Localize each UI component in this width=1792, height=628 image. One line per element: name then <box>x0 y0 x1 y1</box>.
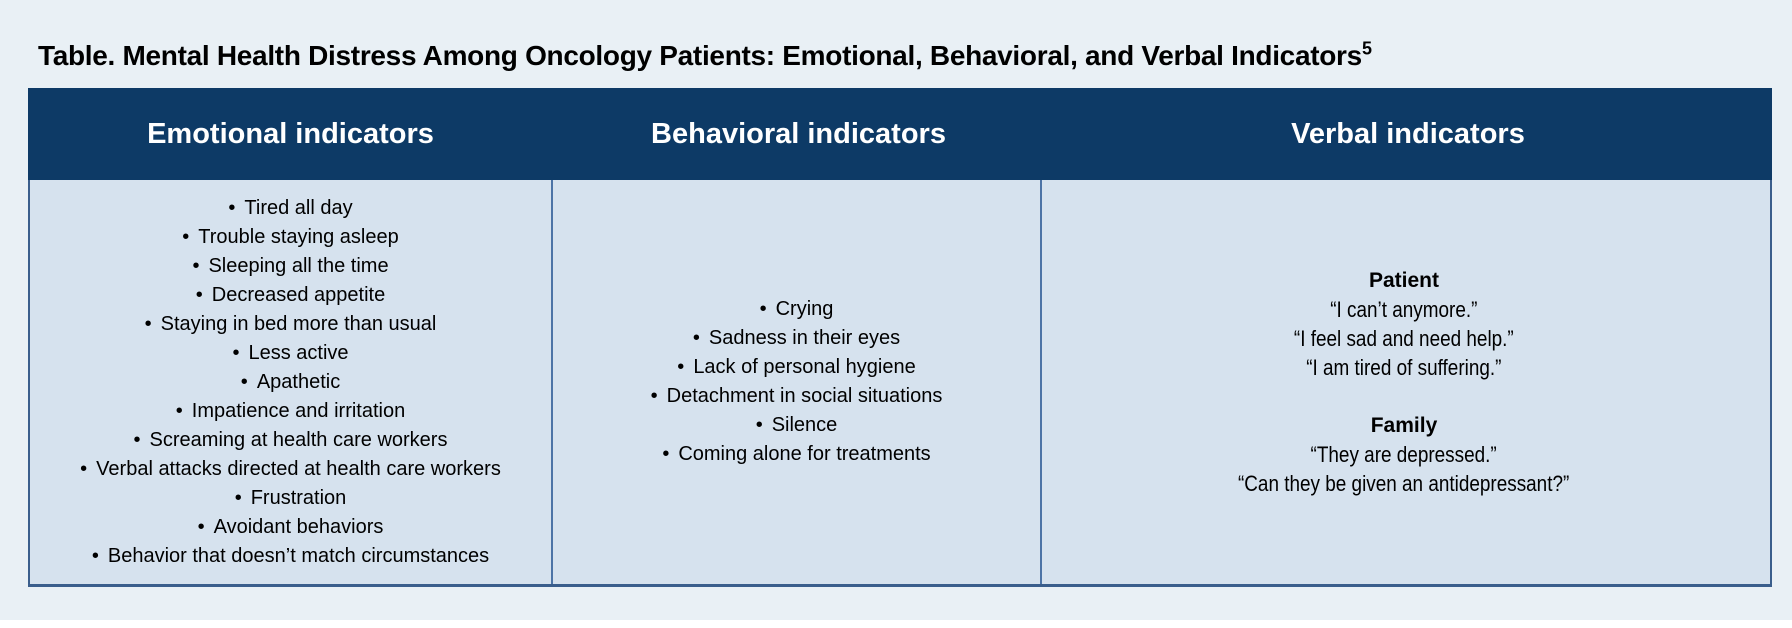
behavioral-indicator-item: Detachment in social situations <box>651 382 943 411</box>
indicators-table: Emotional indicators Behavioral indicato… <box>28 88 1772 587</box>
emotional-indicators-cell: Tired all dayTrouble staying asleepSleep… <box>30 180 553 584</box>
table-header-row: Emotional indicators Behavioral indicato… <box>28 88 1772 180</box>
emotional-indicator-item: Frustration <box>235 484 347 513</box>
patient-quotes-group: Patient “I can’t anymore.” “I feel sad an… <box>1276 266 1532 382</box>
column-header-verbal: Verbal indicators <box>1291 117 1525 150</box>
family-quote-line: “Can they be given an antidepressant?” <box>1238 471 1570 496</box>
patient-quote-line: “I can’t anymore.” <box>1330 297 1478 322</box>
table-title-text: Table. Mental Health Distress Among Onco… <box>38 40 1362 71</box>
behavioral-indicators-cell: CryingSadness in their eyesLack of perso… <box>553 180 1042 584</box>
verbal-indicators-cell: Patient “I can’t anymore.” “I feel sad an… <box>1042 180 1766 584</box>
emotional-indicator-item: Tired all day <box>228 194 352 223</box>
column-header-behavioral: Behavioral indicators <box>651 117 946 150</box>
behavioral-indicator-item: Sadness in their eyes <box>693 324 900 353</box>
behavioral-indicator-item: Lack of personal hygiene <box>677 353 915 382</box>
patient-quotes-list: “I can’t anymore.” “I feel sad and need h… <box>1276 295 1532 382</box>
column-header-emotional: Emotional indicators <box>147 117 434 150</box>
family-quote-line: “They are depressed.” <box>1310 442 1498 467</box>
emotional-indicator-item: Avoidant behaviors <box>198 513 384 542</box>
emotional-indicator-item: Apathetic <box>241 368 340 397</box>
emotional-indicator-item: Staying in bed more than usual <box>145 310 437 339</box>
family-quotes-group: Family “They are depressed.” “Can they be… <box>1211 411 1596 498</box>
patient-quote-line: “I am tired of suffering.” <box>1306 355 1502 380</box>
family-label: Family <box>1370 414 1438 437</box>
behavioral-indicator-item: Coming alone for treatments <box>662 440 930 469</box>
emotional-indicator-item: Less active <box>232 339 348 368</box>
behavioral-indicator-item: Crying <box>760 295 834 324</box>
emotional-indicator-item: Verbal attacks directed at health care w… <box>80 455 501 484</box>
emotional-indicator-item: Behavior that doesn’t match circumstance… <box>92 542 489 571</box>
emotional-indicator-item: Trouble staying asleep <box>182 223 399 252</box>
emotional-indicator-item: Sleeping all the time <box>192 252 388 281</box>
family-quotes-list: “They are depressed.” “Can they be given … <box>1211 440 1596 498</box>
table-title: Table. Mental Health Distress Among Onco… <box>38 40 1792 72</box>
emotional-indicator-item: Screaming at health care workers <box>134 426 448 455</box>
emotional-indicator-item: Decreased appetite <box>196 281 385 310</box>
patient-quote-line: “I feel sad and need help.” <box>1294 326 1514 351</box>
title-reference-superscript: 5 <box>1361 38 1372 59</box>
patient-label: Patient <box>1368 269 1439 292</box>
table-body-row: Tired all dayTrouble staying asleepSleep… <box>28 180 1772 587</box>
behavioral-indicator-item: Silence <box>756 411 838 440</box>
emotional-indicator-item: Impatience and irritation <box>176 397 405 426</box>
